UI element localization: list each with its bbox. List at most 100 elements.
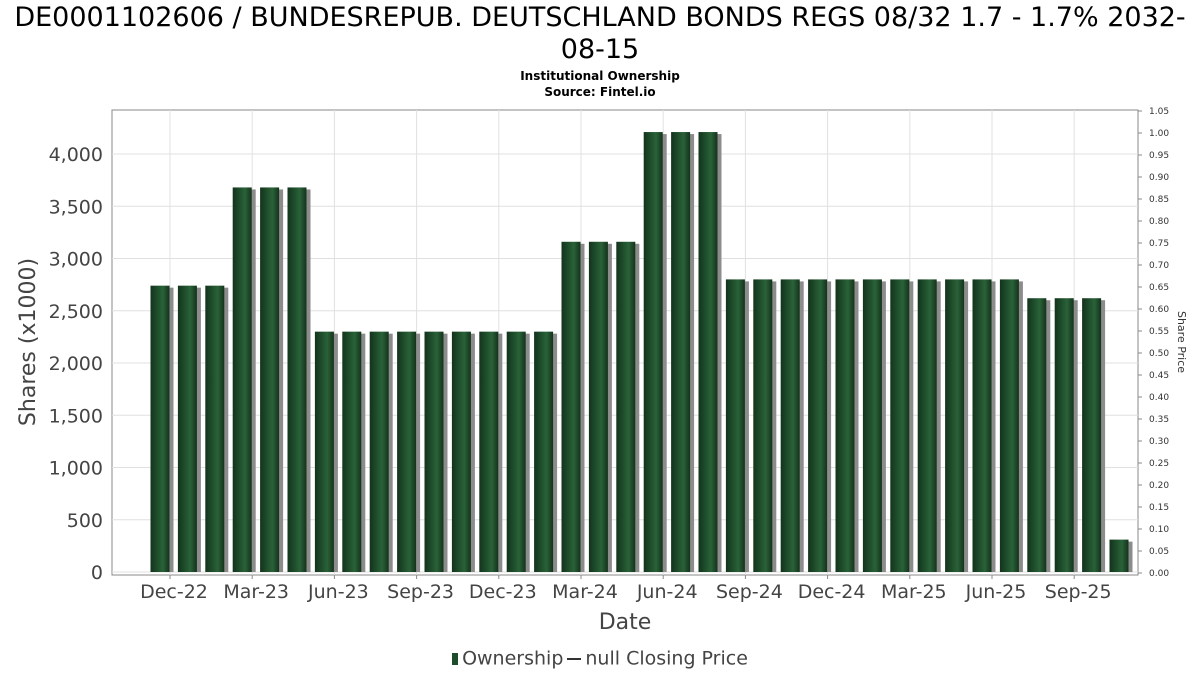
right-tick-label: 0.35 (1149, 415, 1169, 425)
bar-body (945, 279, 965, 572)
bar (561, 241, 585, 572)
bar-body (725, 279, 745, 572)
bar-body (917, 279, 937, 572)
x-tick-label: Mar-25 (881, 581, 947, 603)
bar-body (808, 279, 828, 572)
y-tick-label: 1,000 (49, 458, 103, 480)
bar (835, 279, 859, 572)
y-axis-title: Shares (x1000) (16, 258, 41, 426)
x-tick-label: Dec-22 (140, 581, 208, 603)
bar-body (780, 279, 800, 572)
bar (698, 132, 722, 572)
bar (753, 279, 777, 572)
bar (945, 279, 969, 572)
y-tick-label: 500 (67, 510, 103, 532)
bar-body (1109, 539, 1129, 572)
bar (424, 331, 448, 572)
bar (588, 241, 612, 572)
bar (506, 331, 530, 572)
chart-subtitle: Institutional Ownership Source: Fintel.i… (0, 68, 1200, 100)
bar-body (835, 279, 855, 572)
legend-price-line (567, 657, 582, 660)
legend-price-label: null Closing Price (585, 647, 748, 670)
legend-ownership-label: Ownership (462, 647, 564, 670)
x-tick-label: Mar-24 (552, 581, 618, 603)
bar-body (1054, 298, 1074, 572)
bar (451, 331, 475, 572)
bar (260, 187, 284, 572)
x-tick-label: Sep-25 (1045, 581, 1112, 603)
chart-title: DE0001102606 / BUNDESREPUB. DEUTSCHLAND … (14, 2, 1186, 65)
bar (643, 132, 667, 572)
bar (862, 279, 886, 572)
bar-body (479, 331, 499, 572)
right-tick-label: 0.60 (1149, 305, 1169, 315)
legend: Ownership null Closing Price (0, 647, 1200, 670)
right-tick-label: 1.00 (1149, 129, 1169, 139)
x-axis-title: Date (599, 610, 652, 635)
y-tick-label: 3,000 (49, 249, 103, 271)
bar (205, 285, 229, 572)
bar (479, 331, 503, 572)
bar (616, 241, 640, 572)
bars (150, 132, 1133, 572)
bar (150, 285, 174, 572)
subtitle-ownership: Institutional Ownership (520, 69, 680, 83)
bar (725, 279, 749, 572)
right-tick-label: 0.10 (1149, 525, 1169, 535)
right-tick-label: 0.30 (1149, 437, 1169, 447)
bar-body (616, 241, 636, 572)
bar (369, 331, 393, 572)
bar (1054, 298, 1078, 572)
x-tick-label: Dec-23 (469, 581, 537, 603)
bar (999, 279, 1023, 572)
right-tick-label: 0.40 (1149, 393, 1169, 403)
right-tick-label: 0.90 (1149, 173, 1169, 183)
right-tick-label: 0.55 (1149, 327, 1169, 337)
right-tick-label: 0.85 (1149, 195, 1169, 205)
bar-body (698, 132, 718, 572)
bar-body (260, 187, 280, 572)
bar (232, 187, 256, 572)
bar-body (561, 241, 581, 572)
y-tick-label: 1,500 (49, 405, 103, 427)
bar-body (534, 331, 554, 572)
right-tick-label: 0.95 (1149, 151, 1169, 161)
bar (780, 279, 804, 572)
right-tick-label: 0.65 (1149, 283, 1169, 293)
bar-body (588, 241, 608, 572)
x-tick-label: Jun-25 (965, 581, 1027, 603)
bar-body (890, 279, 910, 572)
bar-body (397, 331, 417, 572)
bar-body (671, 132, 691, 572)
right-tick-label: 0.15 (1149, 503, 1169, 513)
bar-body (314, 331, 334, 572)
bar (397, 331, 421, 572)
bar-body (451, 331, 471, 572)
bar (917, 279, 941, 572)
bar-body (369, 331, 389, 572)
subtitle-source: Source: Fintel.io (544, 85, 656, 99)
bar (342, 331, 366, 572)
y-tick-label: 0 (91, 562, 103, 584)
bar (1027, 298, 1051, 572)
right-axis-ticks: 0.00 0.05 0.10 0.15 0.20 0.25 0.30 0.35 0.40 0.45… (1138, 107, 1169, 579)
bar-body (753, 279, 773, 572)
x-tick-label: Jun-23 (307, 581, 369, 603)
bar-body (1082, 298, 1102, 572)
bar (177, 285, 201, 572)
bar-body (342, 331, 362, 572)
right-tick-label: 0.80 (1149, 217, 1169, 227)
y-tick-label: 2,000 (49, 353, 103, 375)
y-tick-label: 2,500 (49, 301, 103, 323)
bar-body (862, 279, 882, 572)
bar (890, 279, 914, 572)
y-tick-label: 3,500 (49, 196, 103, 218)
right-axis-title: Share Price (1175, 311, 1188, 373)
x-tick-label: Dec-24 (798, 581, 866, 603)
x-tick-label: Mar-23 (223, 581, 289, 603)
bar (314, 331, 338, 572)
bar (534, 331, 558, 572)
bar (287, 187, 311, 572)
